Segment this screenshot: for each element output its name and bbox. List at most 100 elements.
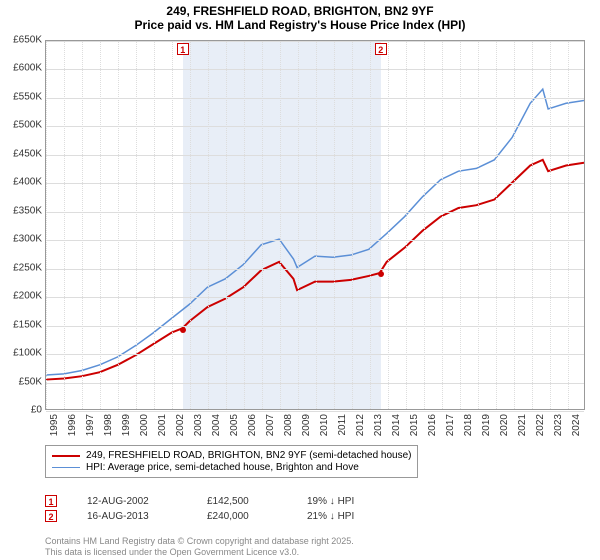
legend-row: HPI: Average price, semi-detached house,… bbox=[52, 462, 411, 473]
gridline-h bbox=[46, 98, 584, 99]
legend-box: 249, FRESHFIELD ROAD, BRIGHTON, BN2 9YF … bbox=[45, 445, 418, 478]
y-tick-label: £600K bbox=[2, 63, 42, 74]
footer-line-1: Contains HM Land Registry data © Crown c… bbox=[45, 536, 354, 547]
gridline-v bbox=[118, 41, 119, 409]
gridline-h bbox=[46, 212, 584, 213]
legend-row: 249, FRESHFIELD ROAD, BRIGHTON, BN2 9YF … bbox=[52, 450, 411, 461]
title-block: 249, FRESHFIELD ROAD, BRIGHTON, BN2 9YF … bbox=[0, 0, 600, 32]
x-tick-label: 2005 bbox=[229, 414, 240, 436]
sales-row: 112-AUG-2002£142,50019% ↓ HPI bbox=[45, 495, 354, 507]
chart-subtitle: Price paid vs. HM Land Registry's House … bbox=[0, 18, 600, 32]
sale-marker-2: 2 bbox=[375, 43, 387, 55]
sales-delta: 19% ↓ HPI bbox=[307, 496, 354, 507]
legend-label: 249, FRESHFIELD ROAD, BRIGHTON, BN2 9YF … bbox=[86, 450, 411, 461]
gridline-h bbox=[46, 297, 584, 298]
gridline-v bbox=[298, 41, 299, 409]
gridline-v bbox=[226, 41, 227, 409]
x-tick-label: 1996 bbox=[67, 414, 78, 436]
gridline-h bbox=[46, 69, 584, 70]
legend-swatch bbox=[52, 455, 80, 457]
gridline-v bbox=[352, 41, 353, 409]
x-tick-label: 2023 bbox=[553, 414, 564, 436]
x-tick-label: 1995 bbox=[49, 414, 60, 436]
y-tick-label: £400K bbox=[2, 177, 42, 188]
sales-date: 12-AUG-2002 bbox=[87, 496, 177, 507]
y-tick-label: £500K bbox=[2, 120, 42, 131]
sales-price: £240,000 bbox=[207, 511, 277, 522]
gridline-v bbox=[478, 41, 479, 409]
gridline-h bbox=[46, 155, 584, 156]
gridline-h bbox=[46, 326, 584, 327]
gridline-v bbox=[262, 41, 263, 409]
x-tick-label: 2020 bbox=[499, 414, 510, 436]
y-tick-label: £0 bbox=[2, 405, 42, 416]
x-tick-label: 2004 bbox=[211, 414, 222, 436]
x-tick-label: 2012 bbox=[355, 414, 366, 436]
x-tick-label: 2018 bbox=[463, 414, 474, 436]
gridline-v bbox=[460, 41, 461, 409]
gridline-v bbox=[316, 41, 317, 409]
chart-container: 249, FRESHFIELD ROAD, BRIGHTON, BN2 9YF … bbox=[0, 0, 600, 560]
x-tick-label: 2009 bbox=[301, 414, 312, 436]
sales-price: £142,500 bbox=[207, 496, 277, 507]
y-tick-label: £350K bbox=[2, 205, 42, 216]
x-tick-label: 2014 bbox=[391, 414, 402, 436]
gridline-h bbox=[46, 269, 584, 270]
gridline-v bbox=[496, 41, 497, 409]
gridline-h bbox=[46, 41, 584, 42]
sales-table: 112-AUG-2002£142,50019% ↓ HPI216-AUG-201… bbox=[45, 492, 354, 525]
y-tick-label: £300K bbox=[2, 234, 42, 245]
gridline-h bbox=[46, 240, 584, 241]
gridline-v bbox=[190, 41, 191, 409]
gridline-v bbox=[388, 41, 389, 409]
gridline-v bbox=[550, 41, 551, 409]
gridline-v bbox=[46, 41, 47, 409]
y-tick-label: £450K bbox=[2, 148, 42, 159]
x-tick-label: 2013 bbox=[373, 414, 384, 436]
gridline-v bbox=[370, 41, 371, 409]
y-tick-label: £150K bbox=[2, 319, 42, 330]
x-tick-label: 2015 bbox=[409, 414, 420, 436]
x-tick-label: 2010 bbox=[319, 414, 330, 436]
x-tick-label: 2019 bbox=[481, 414, 492, 436]
y-tick-label: £550K bbox=[2, 91, 42, 102]
x-tick-label: 2021 bbox=[517, 414, 528, 436]
sales-row: 216-AUG-2013£240,00021% ↓ HPI bbox=[45, 510, 354, 522]
sales-marker-2: 2 bbox=[45, 510, 57, 522]
y-tick-label: £200K bbox=[2, 291, 42, 302]
gridline-v bbox=[64, 41, 65, 409]
gridline-v bbox=[244, 41, 245, 409]
gridline-v bbox=[280, 41, 281, 409]
gridline-v bbox=[208, 41, 209, 409]
gridline-h bbox=[46, 383, 584, 384]
sale-marker-1: 1 bbox=[177, 43, 189, 55]
x-tick-label: 1999 bbox=[121, 414, 132, 436]
x-tick-label: 2003 bbox=[193, 414, 204, 436]
y-tick-label: £50K bbox=[2, 376, 42, 387]
gridline-v bbox=[532, 41, 533, 409]
x-tick-label: 2008 bbox=[283, 414, 294, 436]
x-tick-label: 2011 bbox=[337, 414, 348, 436]
x-tick-label: 2002 bbox=[175, 414, 186, 436]
gridline-h bbox=[46, 126, 584, 127]
gridline-v bbox=[154, 41, 155, 409]
sale-dot-1 bbox=[180, 327, 186, 333]
x-tick-label: 2007 bbox=[265, 414, 276, 436]
gridline-v bbox=[514, 41, 515, 409]
x-tick-label: 1998 bbox=[103, 414, 114, 436]
sales-delta: 21% ↓ HPI bbox=[307, 511, 354, 522]
gridline-v bbox=[568, 41, 569, 409]
x-tick-label: 1997 bbox=[85, 414, 96, 436]
gridline-v bbox=[424, 41, 425, 409]
series-line-hpi bbox=[46, 89, 584, 375]
footer-line-2: This data is licensed under the Open Gov… bbox=[45, 547, 354, 558]
gridline-v bbox=[82, 41, 83, 409]
legend-swatch bbox=[52, 467, 80, 469]
x-tick-label: 2024 bbox=[571, 414, 582, 436]
gridline-v bbox=[100, 41, 101, 409]
gridline-v bbox=[334, 41, 335, 409]
x-tick-label: 2016 bbox=[427, 414, 438, 436]
x-tick-label: 2000 bbox=[139, 414, 150, 436]
y-tick-label: £650K bbox=[2, 35, 42, 46]
sale-dot-2 bbox=[378, 271, 384, 277]
